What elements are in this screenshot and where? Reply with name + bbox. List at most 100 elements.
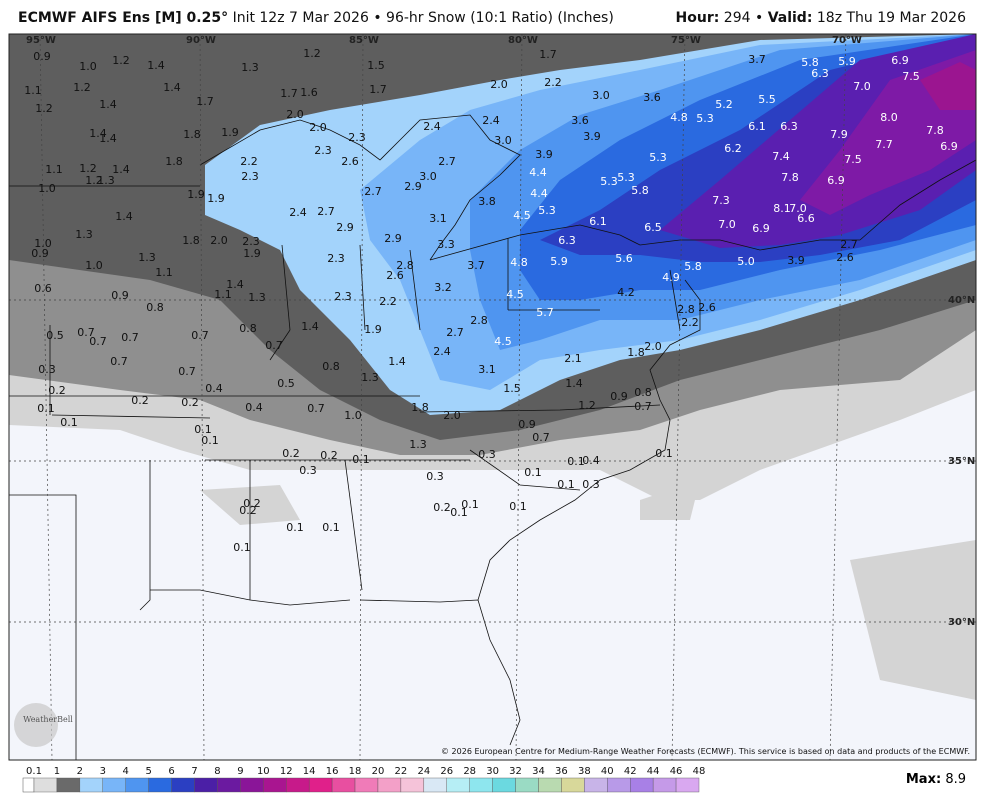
snow-value: 1.8: [411, 401, 429, 414]
snow-value: 0.7: [110, 355, 128, 368]
snow-value: 2.7: [446, 326, 464, 339]
colorbar-label: 32: [509, 766, 522, 777]
snow-value: 1.5: [367, 59, 385, 72]
colorbar-label: 5: [145, 766, 151, 777]
grid: [9, 33, 976, 761]
snow-value: 3.1: [478, 363, 496, 376]
snow-value: 0.1: [450, 506, 468, 519]
snow-value: 4.5: [513, 209, 531, 222]
snow-value: 1.7: [369, 83, 387, 96]
snow-value: 0.3: [478, 448, 496, 461]
snow-value: 1.4: [388, 355, 406, 368]
snow-value: 6.9: [827, 174, 845, 187]
snow-value: 4.5: [506, 288, 524, 301]
snow-value: 1.1: [45, 163, 63, 176]
snow-value: 3.1: [429, 212, 447, 225]
snow-value: 6.2: [724, 142, 742, 155]
header: ECMWF AIFS Ens [M] 0.25° Init 12z 7 Mar …: [18, 10, 614, 26]
snow-value: 5.8: [631, 184, 649, 197]
snow-value: 2.0: [210, 234, 228, 247]
title: ECMWF AIFS Ens [M] 0.25°: [18, 10, 228, 26]
max-label: Max:: [906, 772, 941, 787]
colorbar-label: 42: [624, 766, 637, 777]
borders: [9, 114, 977, 760]
snow-value: 2.3: [327, 252, 345, 265]
valid: 18z Thu 19 Mar 2026: [817, 10, 966, 26]
colorbar-bin: [79, 777, 103, 793]
snow-value: 1.2: [303, 47, 321, 60]
colorbar-bin: [652, 777, 677, 793]
snow-value: 1.4: [115, 210, 133, 223]
snow-value: 5.3: [696, 112, 714, 125]
snow-value: 1.4: [301, 320, 319, 333]
colorbar-bin: [469, 777, 493, 793]
colorbar-bin: [630, 777, 654, 793]
snow-value: 7.8: [926, 124, 944, 137]
snow-value: 5.0: [737, 255, 755, 268]
snow-value: 1.2: [73, 81, 91, 94]
snow-value: 0.2: [239, 504, 257, 517]
snow-value: 1.7: [196, 95, 214, 108]
header-right: Hour: 294 • Valid: 18z Thu 19 Mar 2026: [676, 10, 967, 26]
snow-value: 4.8: [670, 111, 688, 124]
snow-value: 2.7: [840, 238, 858, 251]
snow-value: 2.8: [470, 314, 488, 327]
snow-value: 3.0: [494, 134, 512, 147]
snow-value: 1.7: [539, 48, 557, 61]
snow-value: 1.9: [364, 323, 382, 336]
colorbar-label: 40: [601, 766, 614, 777]
colorbar-bin: [33, 777, 58, 793]
snow-value: 2.3: [242, 235, 260, 248]
snow-value: 4.4: [530, 187, 548, 200]
colorbar-label: 0.1: [26, 766, 42, 777]
snow-value: 0.2: [320, 449, 338, 462]
snow-value: 0.7: [178, 365, 196, 378]
snow-value: 1.2: [35, 102, 53, 115]
snow-value: 2.6: [386, 269, 404, 282]
snow-value: 0.5: [46, 329, 64, 342]
frame: [8, 33, 977, 761]
snow-value: 2.9: [384, 232, 402, 245]
snow-max: [920, 62, 976, 110]
snow-value: 2.7: [364, 185, 382, 198]
snow-value: 5.3: [617, 171, 635, 184]
colorbar-label: 22: [395, 766, 408, 777]
snow-value: 3.6: [571, 114, 589, 127]
colorbar-label: 26: [440, 766, 453, 777]
snow-value: 2.4: [423, 120, 441, 133]
snow-value: 3.0: [419, 170, 437, 183]
colorbar-bin: [423, 777, 447, 793]
logo: WeatherBell: [23, 715, 73, 724]
colorbar-bin: [308, 777, 333, 793]
snow-value: 0.1: [461, 498, 479, 511]
snow-value: 0.1: [60, 416, 78, 429]
snow-value: 1.1: [24, 84, 42, 97]
snow-value: 1.0: [344, 409, 362, 422]
copyright: © 2026 European Centre for Medium-Range …: [441, 747, 970, 756]
colorbar-label: 20: [372, 766, 385, 777]
colorbar-bin: [125, 777, 149, 793]
snow-value: 2.0: [286, 108, 304, 121]
snow-value: 1.4: [112, 163, 130, 176]
snow-value: 3.9: [583, 130, 601, 143]
snow-value: 1.9: [187, 188, 205, 201]
snow-value: 4.2: [617, 286, 635, 299]
colorbar-label: 16: [326, 766, 339, 777]
snow-value: 6.9: [940, 140, 958, 153]
snow-value: 3.7: [467, 259, 485, 272]
colorbar-label: 18: [349, 766, 362, 777]
snow-value: 7.0: [789, 202, 807, 215]
snow-value: 2.2: [379, 295, 397, 308]
colorbar-label: 24: [417, 766, 430, 777]
colorbar-label: 36: [555, 766, 568, 777]
snow-value: 2.3: [348, 131, 366, 144]
snow-value: 2.4: [482, 114, 500, 127]
colorbar-bin: [354, 777, 379, 793]
snow-value: 0.7: [307, 402, 325, 415]
snow-value: 0.7: [265, 339, 283, 352]
snow-value: 1.3: [97, 174, 115, 187]
snow-value: 5.3: [600, 175, 618, 188]
snow-value: 0.3: [426, 470, 444, 483]
snow-value: 2.0: [644, 340, 662, 353]
snow-value: 0.1: [557, 478, 575, 491]
